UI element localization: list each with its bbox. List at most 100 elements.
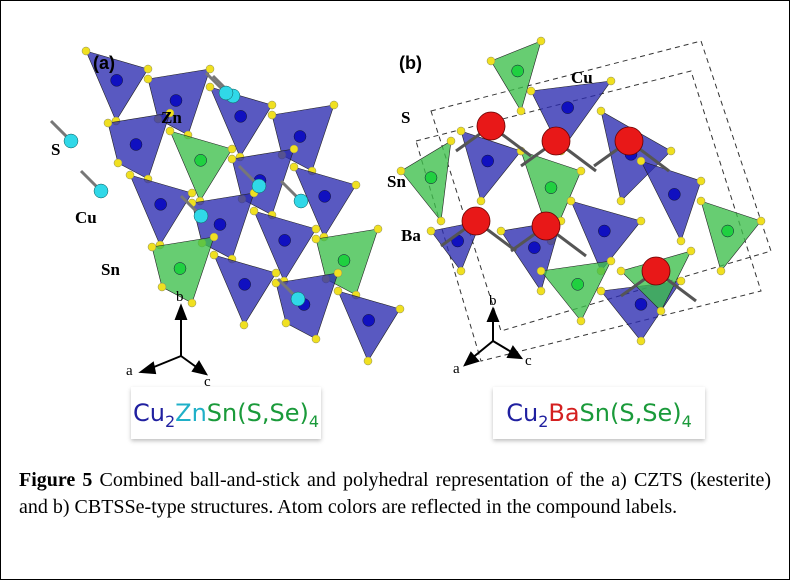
sulfur-atom <box>617 267 625 275</box>
panel-label: (a) <box>93 53 115 73</box>
sulfur-atom <box>334 269 342 277</box>
sulfur-atom <box>657 307 665 315</box>
formula-part: 4 <box>309 412 319 431</box>
atom <box>319 190 331 202</box>
sulfur-atom <box>607 257 615 265</box>
atom <box>279 234 291 246</box>
atom <box>214 219 226 231</box>
atom-label: Sn <box>101 260 120 279</box>
sulfur-atom <box>148 243 156 251</box>
atom <box>528 242 540 254</box>
zinc-atom <box>291 292 305 306</box>
sulfur-atom <box>228 155 236 163</box>
formula-label: Cu2ZnSn(S,Se)4 <box>131 387 321 439</box>
axis-label: a <box>126 363 133 379</box>
sulfur-atom <box>290 163 298 171</box>
atom-label: Cu <box>571 68 593 87</box>
axis-label: a <box>453 361 460 377</box>
atom <box>155 198 167 210</box>
sulfur-atom <box>597 287 605 295</box>
sulfur-atom <box>517 107 525 115</box>
sulfur-atom <box>114 159 122 167</box>
sulfur-atom <box>757 217 765 225</box>
atom <box>195 154 207 166</box>
sulfur-atom <box>537 287 545 295</box>
sulfur-atom <box>210 251 218 259</box>
sulfur-atom <box>250 207 258 215</box>
sulfur-atom <box>282 319 290 327</box>
formula-part: 4 <box>682 412 692 431</box>
sulfur-atom <box>527 87 535 95</box>
sulfur-atom <box>364 357 372 365</box>
sulfur-atom <box>188 189 196 197</box>
sulfur-atom <box>206 83 214 91</box>
barium-atom <box>642 257 670 285</box>
sulfur-atom <box>567 197 575 205</box>
atom <box>545 182 557 194</box>
formula-part: 2 <box>538 412 548 431</box>
sulfur-atom <box>637 337 645 345</box>
sulfur-atom <box>188 299 196 307</box>
zinc-atom <box>194 209 208 223</box>
formula-label: Cu2BaSn(S,Se)4 <box>493 387 705 439</box>
barium-atom <box>477 112 505 140</box>
sulfur-atom <box>144 65 152 73</box>
sulfur-atom <box>104 119 112 127</box>
zinc-atom <box>252 179 266 193</box>
figure: (a) Zn S Cu Sn (b) Cu S Sn Ba b a c b a … <box>0 0 790 580</box>
formula-part: Zn <box>175 399 207 427</box>
sulfur-atom <box>437 217 445 225</box>
atom <box>338 255 350 267</box>
zinc-atom <box>64 134 78 148</box>
sulfur-atom <box>677 237 685 245</box>
sulfur-atom <box>687 247 695 255</box>
sulfur-atom <box>577 317 585 325</box>
sulfur-atom <box>677 277 685 285</box>
zinc-atom <box>94 184 108 198</box>
sulfur-atom <box>487 57 495 65</box>
sulfur-atom <box>352 181 360 189</box>
sulfur-atom <box>158 283 166 291</box>
sulfur-atom <box>228 145 236 153</box>
sulfur-atom <box>497 227 505 235</box>
caption: Figure 5 Combined ball-and-stick and pol… <box>19 467 771 521</box>
sulfur-atom <box>697 177 705 185</box>
atom <box>294 131 306 143</box>
sulfur-atom <box>210 233 218 241</box>
sulfur-atom <box>637 217 645 225</box>
sulfur-atom <box>126 171 134 179</box>
sulfur-atom <box>607 77 615 85</box>
formula-part: Sn(S,Se) <box>580 399 682 427</box>
sulfur-atom <box>617 197 625 205</box>
sulfur-atom <box>457 127 465 135</box>
atom <box>425 172 437 184</box>
atom <box>598 225 610 237</box>
zinc-atom <box>294 194 308 208</box>
sulfur-atom <box>447 137 455 145</box>
atom-label: Zn <box>161 108 182 127</box>
sulfur-atom <box>312 235 320 243</box>
axis-label: c <box>525 353 532 369</box>
formula-part: Cu <box>506 399 538 427</box>
panel-label: (b) <box>399 53 422 73</box>
sulfur-atom <box>312 225 320 233</box>
sulfur-atom <box>477 197 485 205</box>
formula-part: Cu <box>133 399 165 427</box>
sulfur-atom <box>396 305 404 313</box>
formula-part: Ba <box>548 399 579 427</box>
sulfur-atom <box>427 227 435 235</box>
sulfur-atom <box>240 321 248 329</box>
barium-atom <box>542 127 570 155</box>
atom <box>130 139 142 151</box>
axis-label: b <box>489 293 497 309</box>
atom <box>174 263 186 275</box>
atom <box>170 95 182 107</box>
atom <box>512 65 524 77</box>
sulfur-atom <box>166 127 174 135</box>
formula-part: 2 <box>165 412 175 431</box>
atom <box>239 278 251 290</box>
sulfur-atom <box>206 65 214 73</box>
sulfur-atom <box>290 145 298 153</box>
atom <box>668 188 680 200</box>
sulfur-atom <box>374 225 382 233</box>
